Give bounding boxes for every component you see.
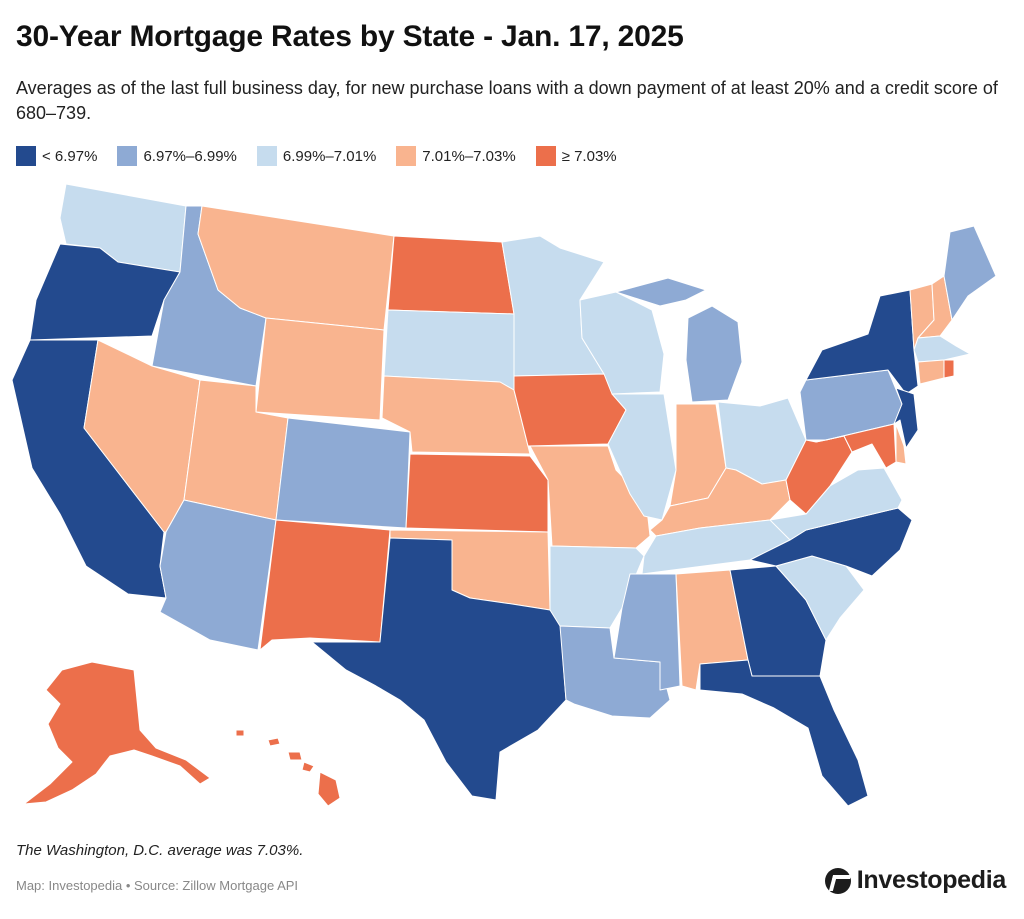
legend-label: < 6.97%: [42, 147, 98, 165]
dc-note: The Washington, D.C. average was 7.03%.: [16, 842, 304, 859]
state-nj[interactable]: [893, 387, 919, 449]
brand-name: Investopedia: [856, 866, 1007, 894]
state-hi[interactable]: [235, 729, 341, 807]
state-fl[interactable]: [699, 659, 869, 807]
state-mo[interactable]: [529, 445, 651, 549]
legend-item-gte-703: ≥ 7.03%: [535, 146, 617, 166]
state-ri[interactable]: [943, 359, 955, 379]
state-ct[interactable]: [917, 359, 945, 385]
investopedia-logo: Investopedia: [824, 866, 1007, 895]
legend-swatch: [396, 146, 417, 166]
legend-swatch: [117, 146, 138, 166]
legend-item-lt-697: < 6.97%: [16, 146, 97, 166]
state-wi[interactable]: [579, 291, 665, 395]
legend-swatch: [16, 146, 36, 166]
state-nd[interactable]: [387, 235, 515, 315]
state-de[interactable]: [895, 423, 907, 465]
map-title: 30-Year Mortgage Rates by State - Jan. 1…: [16, 20, 684, 53]
state-ak[interactable]: [23, 661, 211, 805]
legend-item-697-699: 6.97%–6.99%: [117, 146, 237, 166]
legend-label: ≥ 7.03%: [561, 147, 617, 165]
state-tx[interactable]: [311, 537, 567, 801]
state-ar[interactable]: [549, 545, 645, 629]
state-ma[interactable]: [913, 335, 971, 363]
legend: < 6.97% 6.97%–6.99% 6.99%–7.01% 7.01%–7.…: [16, 146, 617, 166]
legend-item-701-703: 7.01%–7.03%: [396, 146, 516, 166]
state-ne[interactable]: [381, 375, 531, 455]
state-me[interactable]: [943, 225, 997, 321]
state-az[interactable]: [159, 499, 277, 651]
state-md[interactable]: [815, 423, 897, 469]
legend-item-699-701: 6.99%–7.01%: [256, 146, 377, 166]
state-il[interactable]: [607, 393, 677, 521]
investopedia-logo-icon: [824, 867, 851, 894]
us-map: [0, 180, 1024, 830]
legend-swatch: [535, 146, 556, 166]
legend-label: 7.01%–7.03%: [422, 147, 516, 165]
state-nm[interactable]: [259, 519, 391, 651]
state-wy[interactable]: [255, 317, 385, 421]
source-credit: Map: Investopedia • Source: Zillow Mortg…: [16, 878, 299, 893]
map-subtitle: Averages as of the last full business da…: [16, 78, 998, 123]
legend-label: 6.97%–6.99%: [143, 147, 237, 165]
legend-label: 6.99%–7.01%: [282, 147, 377, 165]
state-mi[interactable]: [615, 277, 743, 403]
legend-swatch: [256, 146, 277, 166]
state-co[interactable]: [275, 417, 411, 529]
state-la[interactable]: [559, 625, 671, 719]
state-ks[interactable]: [405, 453, 549, 533]
